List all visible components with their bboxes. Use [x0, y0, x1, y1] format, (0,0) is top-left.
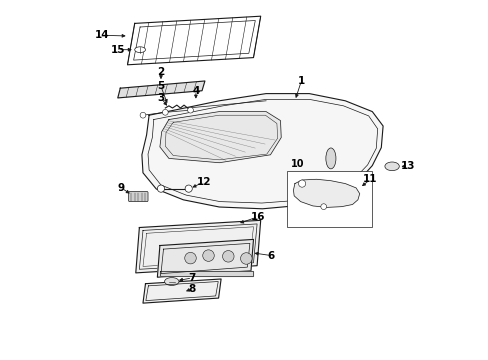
- Text: 5: 5: [157, 81, 164, 91]
- Text: 3: 3: [157, 93, 164, 103]
- Circle shape: [187, 107, 193, 113]
- Circle shape: [185, 185, 192, 192]
- Ellipse shape: [384, 162, 399, 171]
- Text: 4: 4: [192, 86, 199, 96]
- Polygon shape: [293, 179, 359, 207]
- Text: 6: 6: [267, 251, 275, 261]
- Circle shape: [140, 112, 145, 118]
- Circle shape: [203, 250, 214, 261]
- Polygon shape: [142, 94, 382, 209]
- Text: 1: 1: [297, 76, 305, 86]
- Bar: [286, 171, 371, 227]
- Text: 15: 15: [110, 45, 125, 55]
- Circle shape: [222, 251, 234, 262]
- Circle shape: [157, 185, 164, 192]
- Polygon shape: [136, 220, 260, 273]
- Ellipse shape: [134, 47, 145, 53]
- Circle shape: [184, 252, 196, 264]
- Ellipse shape: [325, 148, 335, 169]
- Text: 13: 13: [400, 161, 415, 171]
- Text: 8: 8: [188, 284, 196, 294]
- Text: 10: 10: [290, 159, 304, 170]
- Circle shape: [298, 180, 305, 187]
- Polygon shape: [157, 239, 253, 277]
- Text: 9: 9: [118, 183, 125, 193]
- Text: 12: 12: [197, 177, 211, 187]
- Ellipse shape: [164, 278, 179, 285]
- Circle shape: [240, 253, 251, 264]
- FancyBboxPatch shape: [128, 192, 148, 202]
- Circle shape: [320, 204, 326, 210]
- Text: 7: 7: [188, 273, 196, 283]
- Polygon shape: [118, 81, 204, 98]
- Text: 11: 11: [363, 174, 377, 184]
- Polygon shape: [142, 279, 221, 303]
- Circle shape: [162, 109, 168, 115]
- Text: 16: 16: [250, 212, 265, 222]
- Text: 14: 14: [95, 30, 109, 40]
- Polygon shape: [160, 271, 253, 276]
- Text: 2: 2: [157, 67, 164, 77]
- Polygon shape: [160, 112, 281, 163]
